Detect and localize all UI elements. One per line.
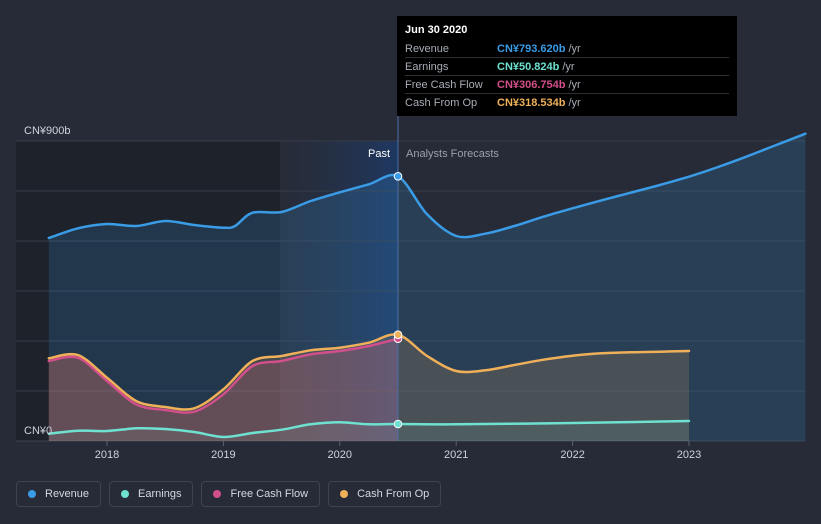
tooltip-value: CN¥793.620b [497,42,566,55]
area-free-cash-flow [48,338,399,441]
tooltip-unit: /yr [568,96,581,109]
tooltip-value: CN¥318.534b [497,96,566,109]
area-revenue [48,133,806,441]
line-cash-from-op [47,333,691,411]
tooltip-label: Earnings [405,60,449,73]
forecast-label: Analysts Forecasts [406,148,499,160]
tooltip-row-cash-from-op: Cash From Op CN¥318.534b /yr [405,93,729,111]
legend: Revenue Earnings Free Cash Flow Cash Fro… [16,481,442,507]
tooltip-date: Jun 30 2020 [405,24,468,36]
x-tick-label: 2019 [211,449,235,461]
marker-earnings [393,419,403,429]
x-axis: 2018 2019 2020 2021 2022 2023 [95,441,701,461]
x-tick-label: 2023 [677,449,701,461]
legend-label: Earnings [138,488,182,500]
legend-label: Revenue [45,488,90,500]
series-lines [47,132,807,439]
tooltip-unit: /yr [568,42,581,55]
legend-label: Cash From Op [357,488,430,500]
tooltip-row-revenue: Revenue CN¥793.620b /yr [405,40,729,57]
y-axis-top-label: CN¥900b [24,125,70,137]
tooltip-unit: /yr [568,78,581,91]
marker-revenue [393,172,403,181]
legend-item-free-cash-flow[interactable]: Free Cash Flow [201,481,321,507]
series-markers [393,172,403,429]
tooltip-label: Free Cash Flow [405,78,483,91]
line-free-cash-flow [47,337,400,414]
line-earnings [47,419,691,439]
tooltip-label: Cash From Op [405,96,478,109]
line-revenue [47,132,807,240]
legend-item-revenue[interactable]: Revenue [16,481,102,507]
x-tick-label: 2020 [328,449,352,461]
legend-dot-icon [121,490,130,498]
tooltip-unit: /yr [562,60,575,73]
past-label: Past [368,148,390,160]
grid-lines [16,140,805,442]
tooltip-row-earnings: Earnings CN¥50.824b /yr [405,57,729,75]
x-tick-label: 2022 [560,449,584,461]
x-tick-label: 2021 [444,449,468,461]
legend-dot-icon [28,490,36,498]
series-areas [48,133,806,441]
y-axis-bottom-label: CN¥0 [24,425,52,437]
legend-label: Free Cash Flow [230,488,309,500]
legend-item-cash-from-op[interactable]: Cash From Op [328,481,442,507]
x-tick-label: 2018 [95,449,119,461]
tooltip: Jun 30 2020 Revenue CN¥793.620b /yr Earn… [397,16,737,116]
area-cash-from-op [48,334,690,441]
marker-cash-from-op [393,330,403,339]
legend-item-earnings[interactable]: Earnings [109,481,194,507]
tooltip-row-free-cash-flow: Free Cash Flow CN¥306.754b /yr [405,75,729,93]
legend-dot-icon [340,490,349,498]
tooltip-label: Revenue [405,42,450,55]
tooltip-value: CN¥50.824b [497,60,560,73]
tooltip-value: CN¥306.754b [497,78,566,91]
legend-dot-icon [213,490,222,498]
